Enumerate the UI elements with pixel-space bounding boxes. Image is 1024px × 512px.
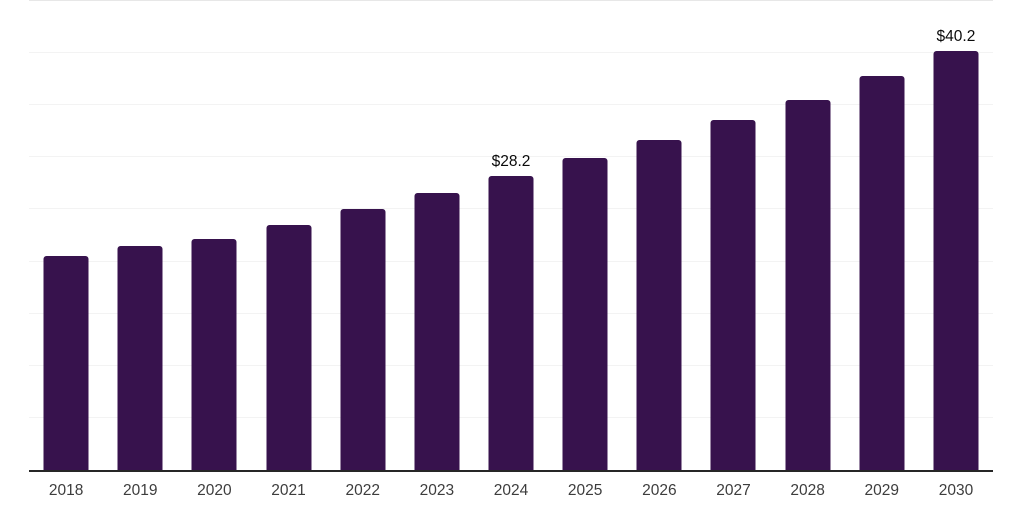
bar-2027: [710, 119, 756, 470]
bar-2022: [340, 209, 386, 470]
bar-2025: [562, 158, 608, 470]
x-tick-2026: 2026: [642, 482, 677, 499]
x-tick-2027: 2027: [716, 482, 751, 499]
bar-2029: [859, 76, 905, 470]
x-tick-2028: 2028: [790, 482, 825, 499]
bar-slot-2029: [845, 1, 919, 470]
bar-2024: [488, 176, 534, 470]
bar-slot-2020: [177, 1, 251, 470]
x-tick-2019: 2019: [122, 482, 158, 499]
bars-group: $28.2 $40.2: [29, 1, 993, 470]
gridline-40: [29, 52, 993, 54]
x-tick-2024: 2024: [493, 482, 529, 499]
x-tick-2025: 2025: [567, 482, 603, 499]
x-tick-2021: 2021: [271, 482, 306, 499]
bar-2021: [266, 225, 312, 470]
bar-slot-2024: $28.2: [474, 1, 548, 470]
x-axis-line: [29, 470, 993, 472]
bar-2019: [117, 245, 163, 470]
data-label-2030: $40.2: [936, 27, 976, 45]
data-label-2024: $28.2: [491, 152, 531, 170]
bar-slot-2019: [103, 1, 177, 470]
bar-slot-2018: [29, 1, 103, 470]
gridline-35: [29, 104, 993, 106]
bar-2023: [414, 192, 460, 470]
x-tick-2018: 2018: [48, 482, 84, 499]
x-tick-2023: 2023: [419, 482, 455, 499]
x-tick-2029: 2029: [864, 482, 900, 499]
bar-slot-2026: [622, 1, 696, 470]
gridline-30: [29, 156, 993, 158]
bar-slot-2022: [326, 1, 400, 470]
bar-2030: [933, 51, 979, 470]
x-tick-2030: 2030: [938, 482, 974, 499]
gridline-45: [29, 0, 993, 1]
bar-2018: [43, 256, 89, 470]
x-tick-2022: 2022: [345, 482, 380, 499]
x-tick-2020: 2020: [197, 482, 232, 499]
x-axis-tick-labels: 2018 2019 2020 2021 2022 2023 2024 2025 2026 2027…: [29, 482, 993, 501]
bar-slot-2025: [548, 1, 622, 470]
bar-slot-2021: [251, 1, 325, 470]
bar-slot-2027: [696, 1, 770, 470]
bar-slot-2030: $40.2: [919, 1, 993, 470]
bar-2028: [785, 100, 831, 470]
bar-2026: [636, 139, 682, 470]
bar-slot-2023: [400, 1, 474, 470]
bar-2020: [191, 238, 237, 470]
plot-area: $28.2 $40.2: [29, 0, 993, 472]
bar-slot-2028: [771, 1, 845, 470]
